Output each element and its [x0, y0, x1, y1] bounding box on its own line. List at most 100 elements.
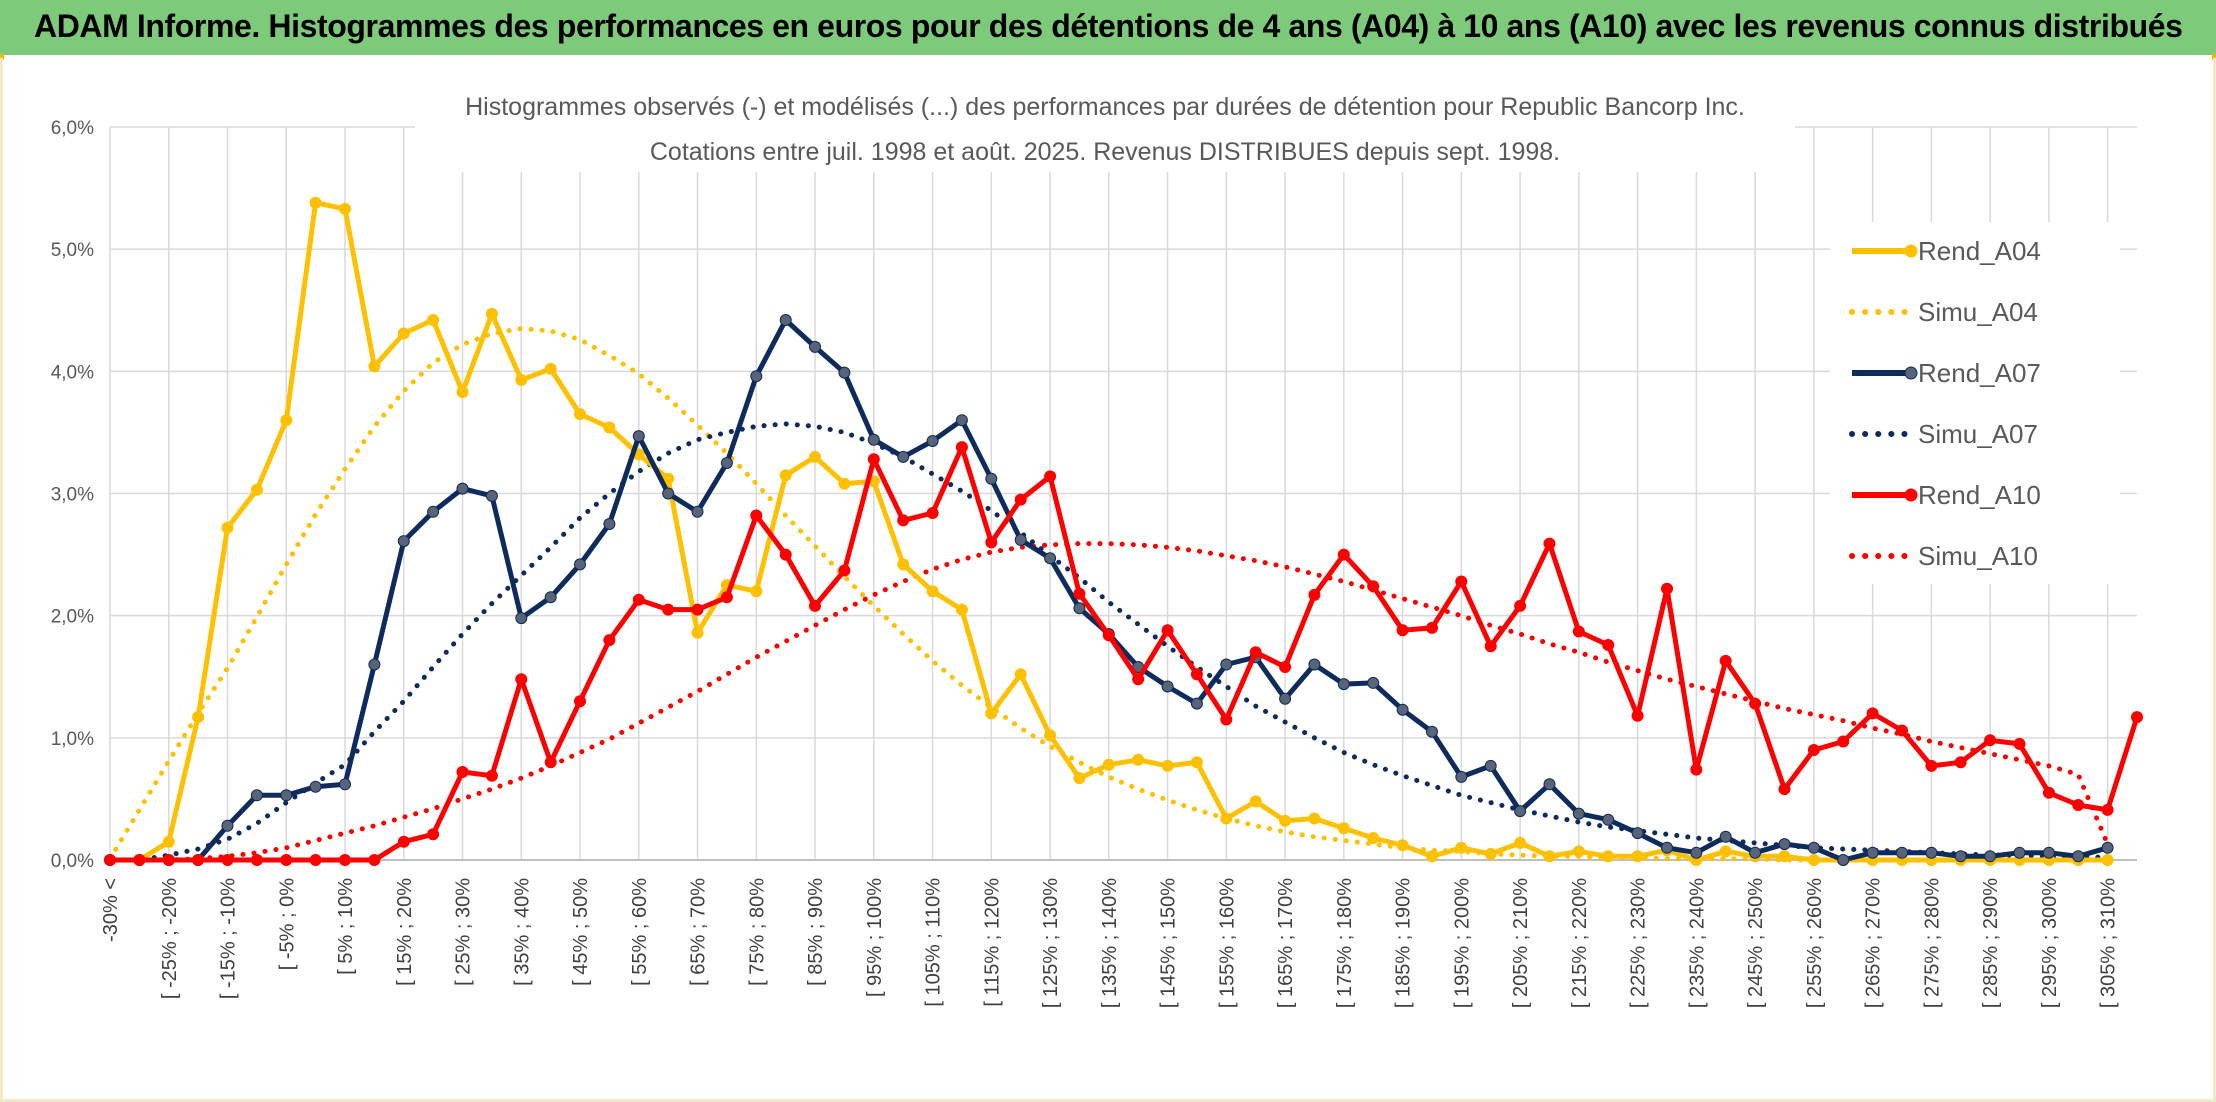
point-Rend_A10 — [1690, 763, 1703, 776]
report-banner: ADAM Informe. Histogrammes des performan… — [0, 0, 2216, 58]
point-Rend_A10 — [1190, 668, 1203, 681]
point-Rend_A10 — [1455, 575, 1468, 588]
x-tick-label: [ 285% ; 290% — [1980, 878, 2002, 1008]
point-Rend_A04 — [926, 585, 939, 598]
point-Rend_A10 — [1896, 724, 1908, 737]
point-Rend_A10 — [1984, 734, 1997, 747]
grid-lines — [109, 126, 2137, 861]
point-Rend_A07 — [427, 505, 440, 518]
point-Rend_A07 — [250, 789, 263, 802]
point-Rend_A07 — [750, 370, 763, 383]
point-Rend_A07 — [2042, 846, 2055, 859]
point-Rend_A07 — [1984, 850, 1997, 863]
point-Rend_A07 — [397, 535, 410, 548]
x-tick-label: [ -15% ; -10% — [218, 878, 240, 999]
point-Rend_A10 — [838, 564, 851, 577]
y-tick-label: 5,0% — [51, 240, 94, 261]
point-Rend_A10 — [485, 769, 498, 782]
title-background — [415, 80, 1795, 172]
point-Rend_A04 — [1426, 850, 1438, 863]
x-tick-label: [ 55% ; 60% — [629, 878, 651, 986]
series-Rend_A04 — [104, 196, 2114, 866]
point-Rend_A10 — [574, 695, 586, 708]
point-Rend_A04 — [1014, 668, 1027, 681]
point-Rend_A07 — [544, 591, 557, 604]
x-tick-label: -30% < — [100, 878, 122, 942]
point-Rend_A04 — [1249, 795, 1262, 808]
point-Rend_A04 — [456, 386, 469, 399]
point-Rend_A04 — [2101, 854, 2114, 866]
point-Rend_A10 — [809, 599, 821, 612]
x-tick-label: [ 175% ; 180% — [1334, 878, 1356, 1008]
point-Rend_A04 — [779, 469, 792, 482]
point-Rend_A10 — [2072, 799, 2085, 811]
point-Rend_A04 — [750, 585, 763, 598]
x-tick-label: [ 95% ; 100% — [864, 878, 886, 997]
point-Rend_A10 — [1014, 493, 1027, 506]
point-Rend_A07 — [1426, 725, 1438, 738]
point-Rend_A07 — [926, 435, 939, 447]
point-Rend_A04 — [1044, 729, 1057, 742]
point-Rend_A07 — [368, 658, 381, 671]
point-Rend_A07 — [897, 450, 910, 463]
point-Rend_A04 — [809, 450, 821, 463]
point-Rend_A10 — [691, 603, 704, 616]
point-Rend_A04 — [838, 477, 851, 490]
point-Rend_A07 — [662, 487, 675, 500]
point-Rend_A07 — [1866, 846, 1879, 859]
point-Rend_A10 — [1631, 709, 1644, 722]
y-axis-ticks: 0,0% 1,0% 2,0% 3,0% 4,0% 5,0% 6,0% — [51, 118, 94, 872]
series-Simu_A10 — [107, 541, 2111, 863]
point-Rend_A04 — [485, 307, 498, 320]
point-Rend_A04 — [1337, 822, 1350, 835]
point-Rend_A07 — [985, 472, 998, 485]
point-Rend_A07 — [867, 433, 880, 446]
point-Rend_A04 — [397, 327, 410, 340]
point-Rend_A10 — [2042, 786, 2055, 799]
point-Rend_A07 — [1572, 807, 1585, 820]
point-Rend_A10 — [985, 536, 998, 549]
point-Rend_A07 — [779, 314, 792, 326]
x-tick-label: [ 45% ; 50% — [570, 878, 592, 986]
point-Rend_A10 — [750, 509, 763, 522]
point-Rend_A10 — [1337, 548, 1350, 561]
legend-item-Simu_A04: Simu_A04 — [1849, 297, 2038, 327]
point-Rend_A07 — [1661, 841, 1673, 854]
point-Rend_A07 — [1220, 658, 1233, 671]
point-Rend_A10 — [1220, 713, 1233, 726]
point-Rend_A07 — [1631, 827, 1644, 840]
legend-label: Rend_A07 — [1918, 358, 2041, 388]
legend-label: Simu_A07 — [1918, 419, 2038, 449]
point-Rend_A04 — [162, 835, 175, 848]
point-Rend_A07 — [1690, 846, 1703, 859]
point-Rend_A10 — [1749, 697, 1762, 710]
x-axis-ticks: -30% < [ -25% ; -20% [ -15% ; -10% [ -5% ; … — [100, 878, 2120, 1008]
x-tick-label: [ -5% ; 0% — [276, 878, 298, 970]
legend-item-Simu_A10: Simu_A10 — [1849, 541, 2038, 571]
point-Rend_A10 — [926, 507, 939, 519]
legend-item-Rend_A07: Rend_A07 — [1852, 358, 2041, 388]
point-Rend_A10 — [544, 756, 557, 769]
chart-title: Histogrammes observés (-) et modélisés (… — [465, 93, 1745, 121]
point-Rend_A04 — [1396, 839, 1409, 852]
x-tick-label: [ 245% ; 250% — [1745, 878, 1767, 1008]
point-Rend_A04 — [309, 196, 322, 209]
x-tick-label: [ 215% ; 220% — [1569, 878, 1591, 1008]
point-Rend_A07 — [1954, 850, 1967, 863]
legend-marker — [1904, 488, 1918, 502]
point-Rend_A07 — [1543, 778, 1556, 791]
point-Rend_A04 — [1308, 812, 1321, 825]
point-Rend_A04 — [1161, 759, 1174, 772]
point-Rend_A07 — [1279, 692, 1292, 705]
point-Rend_A04 — [1602, 850, 1615, 863]
point-Rend_A04 — [544, 362, 557, 375]
legend-label: Rend_A10 — [1918, 480, 2041, 510]
point-Rend_A07 — [1749, 846, 1762, 859]
y-tick-label: 1,0% — [51, 729, 94, 750]
point-Rend_A10 — [1132, 673, 1145, 686]
legend-label: Simu_A10 — [1918, 541, 2038, 571]
legend-marker — [1904, 366, 1918, 380]
point-Rend_A04 — [1514, 836, 1527, 849]
point-Rend_A10 — [368, 854, 381, 866]
point-Rend_A04 — [1807, 854, 1820, 866]
